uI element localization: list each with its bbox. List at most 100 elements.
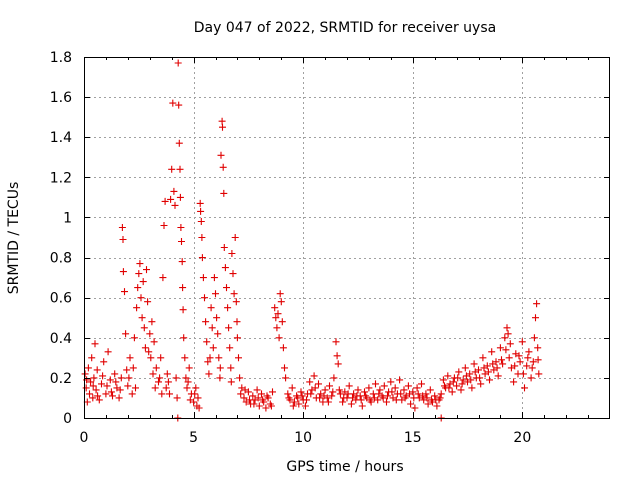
data-point <box>148 318 156 326</box>
data-point <box>117 374 125 382</box>
data-point <box>506 340 514 348</box>
data-point <box>226 344 234 352</box>
data-point <box>213 314 221 322</box>
data-point <box>106 376 114 384</box>
y-axis-label: SRMTID / TECUs <box>6 182 22 295</box>
data-point <box>289 402 297 410</box>
data-point <box>263 392 271 400</box>
data-point <box>357 396 365 404</box>
data-point <box>471 368 479 376</box>
data-point <box>136 260 144 268</box>
data-point <box>194 394 202 402</box>
y-tick-label: 1.6 <box>50 90 72 106</box>
data-point <box>123 366 131 374</box>
data-point <box>152 364 160 372</box>
data-point <box>349 394 356 402</box>
data-point <box>230 290 238 298</box>
data-point <box>202 318 210 326</box>
data-point <box>175 101 183 109</box>
data-point <box>504 330 512 338</box>
data-point <box>455 368 463 376</box>
data-point <box>197 218 205 225</box>
data-point <box>358 402 366 410</box>
data-point <box>109 392 116 400</box>
data-point <box>515 352 523 360</box>
data-point <box>379 394 387 402</box>
data-point <box>220 244 228 251</box>
plot-frame <box>84 57 610 419</box>
data-point <box>89 382 97 390</box>
data-point <box>285 394 293 402</box>
data-point <box>534 356 542 364</box>
data-point <box>521 384 528 392</box>
y-tick-label: 1.8 <box>50 50 72 66</box>
data-point <box>407 400 415 408</box>
data-point <box>273 324 281 332</box>
data-point <box>158 390 166 398</box>
data-point <box>218 117 226 125</box>
data-point <box>229 270 237 278</box>
data-point <box>384 392 391 400</box>
data-point <box>118 224 126 231</box>
data-point <box>303 396 310 404</box>
data-point <box>523 362 531 370</box>
data-point <box>288 384 296 392</box>
x-tick-label: 10 <box>294 430 312 446</box>
data-point <box>162 384 170 392</box>
data-point <box>135 270 143 278</box>
data-point <box>180 334 188 342</box>
data-point <box>103 382 111 390</box>
data-point <box>185 364 193 372</box>
y-tick-label: 1.2 <box>50 170 72 186</box>
data-point <box>301 402 309 410</box>
data-point <box>224 304 232 312</box>
grid <box>84 57 610 418</box>
data-point <box>340 394 348 402</box>
data-point <box>330 374 338 382</box>
data-point <box>227 378 235 386</box>
data-point <box>354 386 362 394</box>
data-point <box>184 378 192 386</box>
data-point <box>271 304 279 312</box>
data-point <box>132 384 139 392</box>
data-point <box>413 384 421 392</box>
data-point <box>290 398 298 406</box>
data-point <box>172 374 180 382</box>
data-point <box>176 193 184 201</box>
data-point <box>333 352 341 360</box>
x-tick-label: 0 <box>80 430 89 446</box>
data-point <box>155 378 162 386</box>
data-point <box>397 390 405 398</box>
data-point <box>186 396 194 404</box>
data-point <box>489 360 497 368</box>
data-point <box>232 298 240 306</box>
data-point <box>233 318 241 326</box>
data-point <box>81 370 89 378</box>
data-point <box>353 392 361 400</box>
data-point <box>493 364 501 372</box>
data-point <box>139 278 147 286</box>
data-point <box>223 284 230 292</box>
data-point <box>137 294 145 302</box>
data-point <box>206 354 214 362</box>
data-point <box>282 374 290 382</box>
data-point <box>392 396 400 404</box>
data-point <box>533 300 541 308</box>
data-point <box>501 334 509 342</box>
data-point <box>215 354 223 362</box>
data-point <box>281 364 288 372</box>
data-point <box>295 400 303 408</box>
data-point <box>344 390 352 398</box>
data-point <box>476 374 484 382</box>
data-point <box>505 354 513 362</box>
data-point <box>146 330 154 338</box>
data-point <box>279 344 287 352</box>
data-point <box>335 386 343 394</box>
data-point <box>201 294 208 302</box>
data-marks <box>81 59 543 422</box>
data-point <box>467 376 475 384</box>
data-point <box>159 274 167 282</box>
data-point <box>205 370 213 378</box>
data-point <box>376 386 384 394</box>
